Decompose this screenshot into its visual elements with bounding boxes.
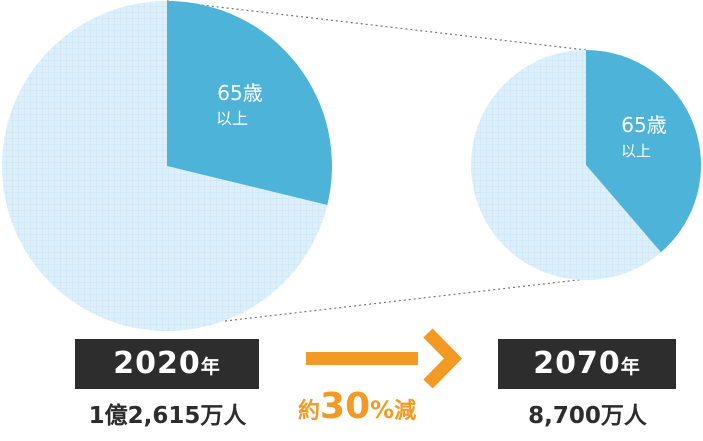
- slice-label-65: 65歳: [621, 113, 666, 137]
- year-label-2070: 2070年: [498, 339, 676, 389]
- year-2070-suffix: 年: [620, 356, 641, 378]
- change-value: 30: [320, 386, 371, 427]
- population-2020: 1億2,615万人: [88, 403, 247, 429]
- change-suffix: 減: [394, 399, 417, 424]
- change-unit: %: [370, 396, 395, 424]
- change-prefix: 約: [298, 399, 321, 424]
- pie-slice-65-and-over: [586, 50, 701, 253]
- population-change-label: 約30%減: [298, 385, 416, 429]
- pie-slice-65-and-over: [167, 1, 332, 206]
- slice-label-and-over: 以上: [621, 142, 651, 160]
- population-2070: 8,700万人: [528, 403, 647, 429]
- slice-label-65: 65歳: [217, 81, 262, 105]
- year-label-2020: 2020年: [75, 339, 259, 389]
- zoom-connector-top: [166, 0, 587, 51]
- arrow-right-icon: [306, 328, 463, 389]
- year-2020-value: 2020: [113, 346, 201, 381]
- slice-label-and-over: 以上: [216, 109, 248, 128]
- year-2020-suffix: 年: [200, 356, 221, 378]
- pie-slice-under-65: [2, 1, 328, 331]
- year-2070-value: 2070: [533, 346, 621, 381]
- pie-slice-under-65: [471, 49, 661, 281]
